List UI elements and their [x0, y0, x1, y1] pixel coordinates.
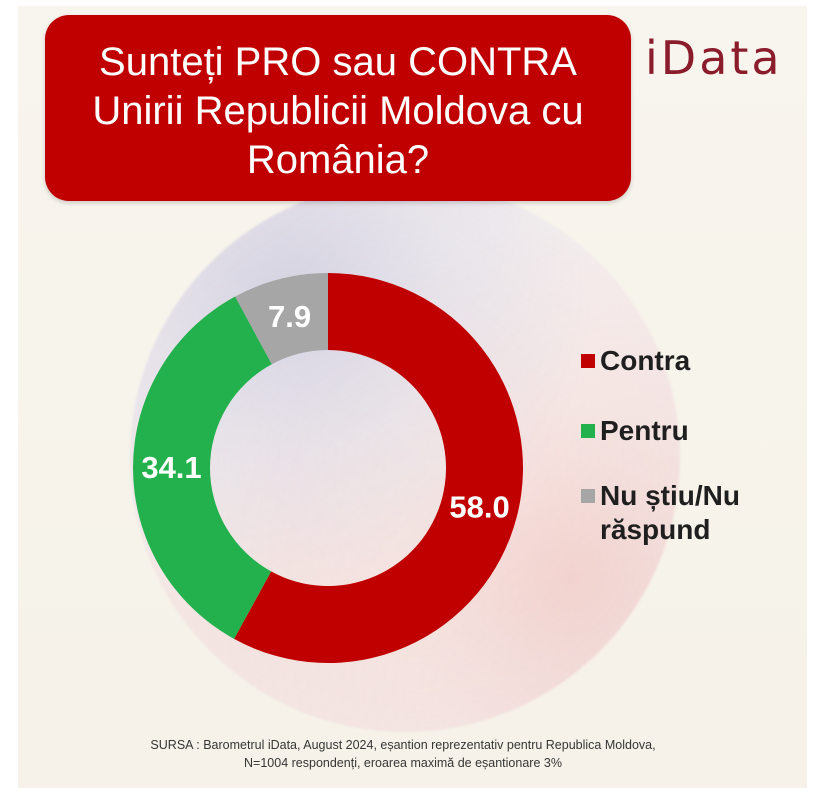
donut-slice-pentru: [133, 296, 272, 639]
title-banner: Sunteți PRO sau CONTRA Unirii Republicii…: [45, 15, 631, 201]
donut-slice-nu-stiu-nu-raspund: [235, 273, 328, 365]
data-label-pentru: 34.1: [141, 450, 201, 485]
data-label-contra: 58.0: [449, 489, 509, 524]
donut-chart: 58.0 34.1 7.9: [133, 273, 523, 663]
source-line-1: SURSA : Barometrul iData, August 2024, e…: [150, 738, 656, 752]
chart-title: Sunteți PRO sau CONTRA Unirii Republicii…: [92, 39, 584, 182]
source-note: SURSA : Barometrul iData, August 2024, e…: [0, 736, 806, 772]
source-line-2: N=1004 respondenți, eroarea maximă de eș…: [244, 756, 562, 770]
donut-slice-contra: [234, 273, 523, 663]
data-label-nu-stiu-nu-raspund: 7.9: [268, 299, 311, 334]
idata-logo: iData: [645, 31, 783, 85]
